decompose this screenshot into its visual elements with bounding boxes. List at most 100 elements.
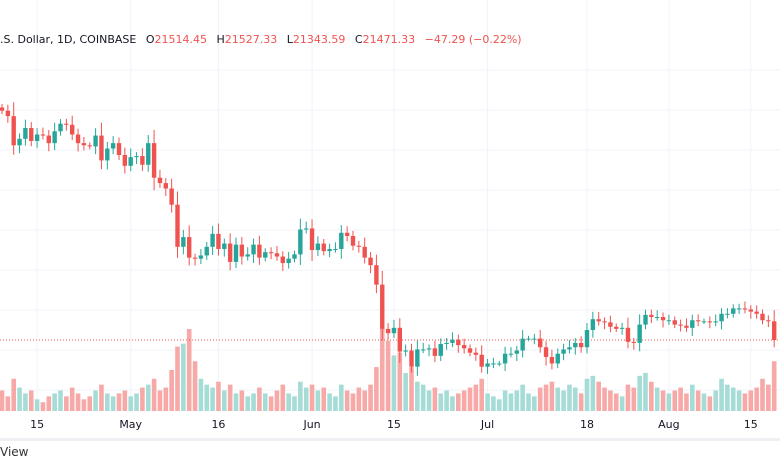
volume-bar bbox=[58, 390, 63, 411]
volume-bar bbox=[309, 384, 315, 411]
candle-body bbox=[315, 243, 321, 251]
volume-bar bbox=[350, 393, 356, 411]
volume-bar bbox=[742, 393, 748, 411]
volume-bar bbox=[321, 387, 327, 411]
candle-body bbox=[350, 236, 356, 246]
candle-body bbox=[649, 314, 654, 318]
candle-body bbox=[263, 252, 268, 258]
candle-body bbox=[526, 338, 531, 340]
volume-bar bbox=[625, 384, 631, 411]
volume-bar bbox=[403, 372, 408, 411]
candle-body bbox=[93, 135, 98, 147]
candle-body bbox=[122, 155, 128, 166]
candle-body bbox=[362, 246, 367, 258]
candle-body bbox=[374, 265, 379, 285]
candle-body bbox=[304, 228, 309, 230]
volume-bar bbox=[186, 329, 192, 411]
volume-bar bbox=[713, 390, 718, 411]
volume-bar bbox=[730, 387, 736, 411]
volume-bar bbox=[151, 378, 157, 411]
candle-body bbox=[397, 327, 402, 352]
volume-bar bbox=[479, 378, 484, 411]
view-link[interactable]: View bbox=[0, 445, 29, 459]
volume-bar bbox=[701, 393, 707, 411]
volume-bar bbox=[666, 393, 672, 411]
candle-body bbox=[321, 243, 326, 252]
volume-bar bbox=[420, 384, 426, 411]
candle-body bbox=[497, 363, 502, 365]
candle-body bbox=[192, 257, 198, 259]
candle-body bbox=[415, 349, 420, 367]
candle-body bbox=[187, 237, 192, 258]
volume-bar bbox=[344, 390, 350, 411]
candle-body bbox=[116, 143, 122, 156]
candle-body bbox=[309, 228, 315, 251]
candle-body bbox=[608, 322, 613, 327]
volume-bar bbox=[222, 390, 227, 411]
volume-bar bbox=[649, 381, 654, 411]
candle-body bbox=[52, 131, 57, 144]
candle-body bbox=[461, 345, 467, 349]
time-axis[interactable] bbox=[0, 412, 780, 441]
volume-bar bbox=[245, 396, 250, 411]
volume-bar bbox=[637, 375, 642, 411]
volume-bar bbox=[262, 393, 268, 411]
candle-body bbox=[695, 320, 701, 322]
volume-bar bbox=[93, 390, 98, 411]
candlestick-chart[interactable] bbox=[0, 0, 780, 412]
volume-bar bbox=[99, 384, 104, 411]
volume-bar bbox=[456, 393, 461, 411]
candle-body bbox=[713, 321, 718, 323]
candle-body bbox=[298, 229, 303, 255]
volume-bar bbox=[216, 381, 221, 411]
candle-body bbox=[432, 348, 438, 356]
volume-bar bbox=[631, 387, 637, 411]
volume-bar bbox=[520, 384, 525, 411]
candle-body bbox=[34, 134, 40, 141]
candle-body bbox=[23, 128, 28, 139]
volume-bar bbox=[526, 393, 531, 411]
x-tick-label: Aug bbox=[658, 418, 680, 431]
candle-body bbox=[222, 243, 227, 249]
volume-bar bbox=[672, 390, 678, 411]
volume-bar bbox=[555, 387, 561, 411]
volume-bar bbox=[5, 396, 11, 411]
candle-body bbox=[467, 348, 473, 353]
candle-body bbox=[40, 134, 46, 136]
volume-bar bbox=[163, 387, 169, 411]
volume-bar bbox=[613, 393, 619, 411]
candle-body bbox=[731, 308, 736, 314]
volume-bar bbox=[292, 396, 297, 411]
volume-bar bbox=[81, 399, 87, 411]
high-label: H bbox=[216, 33, 225, 46]
volume-bar bbox=[87, 396, 93, 411]
volume-bar bbox=[116, 393, 122, 411]
volume-bar bbox=[450, 396, 455, 411]
volume-bar bbox=[567, 384, 572, 411]
volume-bar bbox=[140, 387, 145, 411]
volume-bar bbox=[432, 387, 438, 411]
candle-body bbox=[380, 284, 385, 329]
volume-bar bbox=[444, 390, 449, 411]
volume-bar bbox=[584, 378, 590, 411]
volume-bar bbox=[204, 384, 210, 411]
volume-bar bbox=[660, 390, 666, 411]
candle-body bbox=[637, 324, 642, 343]
candle-body bbox=[602, 321, 607, 323]
candle-body bbox=[742, 308, 748, 310]
volume-bar bbox=[239, 390, 245, 411]
candle-body bbox=[766, 320, 771, 322]
volume-bar bbox=[0, 390, 5, 411]
volume-bar bbox=[34, 399, 40, 411]
candle-body bbox=[748, 309, 753, 312]
candle-body bbox=[292, 254, 297, 259]
candle-body bbox=[11, 116, 16, 146]
volume-bar bbox=[157, 390, 163, 411]
candle-body bbox=[169, 188, 174, 205]
volume-bar bbox=[333, 396, 338, 411]
volume-bar bbox=[379, 329, 385, 411]
volume-bar bbox=[303, 387, 309, 411]
volume-bar bbox=[268, 396, 274, 411]
volume-bar bbox=[40, 402, 46, 411]
candle-body bbox=[5, 110, 11, 117]
